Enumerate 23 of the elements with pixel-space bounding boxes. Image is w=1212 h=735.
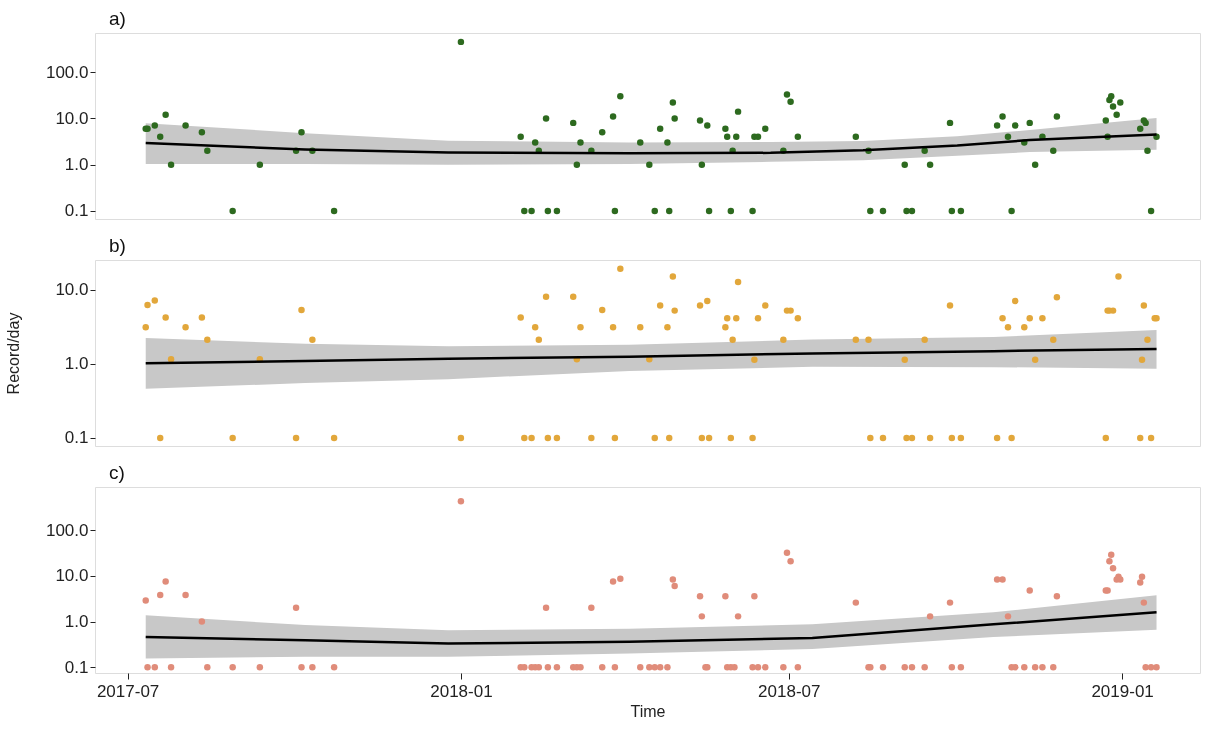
line-series — [144, 347, 1158, 365]
y-tick-label: 1.0 — [64, 612, 89, 632]
x-tick-label: 2018-01 — [430, 681, 493, 701]
y-tick-label: 10.0 — [55, 280, 89, 300]
chart-title: a) — [109, 8, 126, 29]
y-tick-label: 1.0 — [64, 354, 89, 374]
x-axis-title: Time — [630, 702, 666, 720]
line-series — [144, 133, 1158, 155]
y-tick-label: 100.0 — [45, 520, 89, 540]
x-tick-label: 2018-07 — [758, 681, 821, 701]
line-series — [144, 611, 1158, 645]
x-tick-label: 2017-07 — [96, 681, 160, 701]
y-tick-label: 10.0 — [55, 566, 89, 586]
y-axis-title: Record/day — [4, 312, 22, 395]
y-tick-label: 100.0 — [45, 62, 89, 82]
y-tick-label: 0.1 — [64, 428, 89, 448]
x-tick-label: 2019-01 — [1091, 681, 1154, 701]
y-tick-label: 0.1 — [64, 657, 89, 677]
y-tick-label: 0.1 — [64, 201, 89, 221]
y-tick-label: 1.0 — [64, 155, 89, 175]
y-tick-label: 10.0 — [55, 108, 89, 128]
chart-title: c) — [109, 462, 125, 483]
chart-title: b) — [109, 235, 126, 256]
